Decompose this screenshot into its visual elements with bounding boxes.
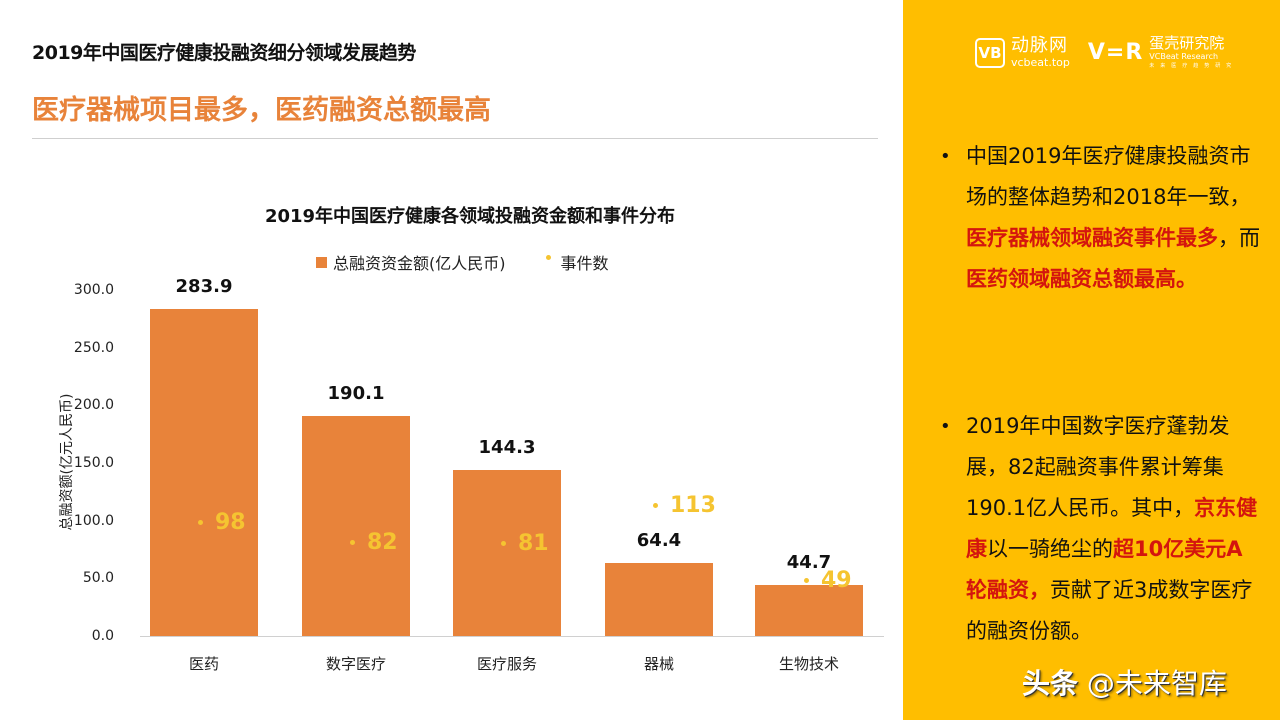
bullet-1-highlight-b: 医药领域融资总额最高。	[966, 267, 1197, 291]
bar-medical-services	[453, 470, 561, 636]
legend-bar-label: 总融资资金额(亿人民币)	[333, 254, 506, 273]
event-count-label: 98	[215, 510, 246, 535]
bar-value-label: 190.1	[327, 383, 385, 404]
header-divider	[32, 138, 878, 139]
legend-dot-icon	[545, 254, 551, 260]
bullet-point-1: • 中国2019年医疗健康投融资市场的整体趋势和2018年一致， 医疗器械领域融资…	[940, 136, 1260, 300]
vcbeat-research-logo-icon: V=R	[1087, 40, 1144, 65]
event-point: 81	[501, 531, 549, 556]
y-tick: 300.0	[73, 282, 114, 298]
chart-legend: 总融资资金额(亿人民币) 事件数	[316, 250, 609, 274]
watermark: 头条 @未来智库	[1022, 662, 1227, 702]
event-dot-icon	[501, 541, 506, 546]
bullet-2-highlight-b: 超10亿美元A轮融资，	[966, 537, 1243, 602]
x-tick: 医疗服务	[476, 655, 537, 673]
event-dot-icon	[198, 520, 203, 525]
watermark-handle: @未来智库	[1086, 667, 1227, 700]
legend-bar-swatch-icon	[316, 256, 327, 268]
event-dot-icon	[804, 578, 809, 583]
event-dot-icon	[653, 503, 658, 508]
event-count-label: 113	[670, 493, 716, 518]
y-tick: 200.0	[73, 397, 114, 413]
bar-digital-health	[302, 416, 410, 636]
bullet-2-text-c: 贡献了近3成数字医疗的融资份额。	[966, 578, 1253, 643]
legend-dot-label: 事件数	[560, 254, 609, 273]
x-axis-line	[140, 636, 884, 637]
page-subtitle: 医疗器械项目最多，医药融资总额最高	[32, 95, 491, 126]
page-title: 2019年中国医疗健康投融资细分领域发展趋势	[32, 42, 416, 64]
bullet-1-text-a: 中国2019年医疗健康投融资市场的整体趋势和2018年一致，	[966, 144, 1251, 209]
bullet-icon: •	[940, 416, 951, 437]
bullet-icon: •	[940, 146, 951, 167]
vcbeat-research-en: VCBeat Research	[1149, 52, 1219, 61]
event-point: 113	[653, 493, 716, 518]
bar-value-label: 144.3	[478, 437, 536, 458]
bullet-point-2: • 2019年中国数字医疗蓬勃发展，82起融资事件累计筹集190.1亿人民币。其…	[940, 406, 1260, 652]
x-tick: 医药	[188, 655, 219, 673]
vcbeat-research-tagline: 未来医疗趋势研究	[1149, 63, 1238, 69]
chart-title: 2019年中国医疗健康各领域投融资金额和事件分布	[264, 206, 676, 227]
side-panel	[903, 0, 1280, 720]
bullet-1-text: 中国2019年医疗健康投融资市场的整体趋势和2018年一致， 医疗器械领域融资事件…	[966, 136, 1260, 300]
bullet-1-text-b: ，而	[1218, 226, 1260, 250]
bar-value-label: 44.7	[786, 552, 832, 573]
bar-biotech	[755, 585, 863, 636]
bar-value-label: 283.9	[175, 276, 233, 297]
y-tick: 150.0	[73, 455, 114, 471]
y-tick: 0.0	[91, 628, 114, 644]
event-point: 98	[198, 510, 246, 535]
brand-logos: VB 动脉网 vcbeat.top V=R 蛋壳研究院 VCBeat Resea…	[975, 36, 1237, 69]
y-tick: 50.0	[82, 570, 114, 586]
vcbeat-research-cn: 蛋壳研究院	[1149, 34, 1225, 52]
event-count-label: 81	[518, 531, 549, 556]
bar-devices	[605, 563, 713, 636]
event-point: 82	[350, 530, 398, 555]
vcbeat-logo-url: vcbeat.top	[1011, 56, 1070, 69]
bar-pharma	[150, 309, 258, 636]
event-count-label: 82	[367, 530, 398, 555]
x-tick: 生物技术	[778, 655, 839, 673]
bullet-2-text-a: 2019年中国数字医疗蓬勃发展，82起融资事件累计筹集190.1亿人民币。其中，	[966, 414, 1230, 520]
bullet-1-highlight-a: 医疗器械领域融资事件最多	[966, 226, 1218, 250]
bullet-2-highlight-a: 京东健康	[966, 496, 1258, 561]
event-point: 49	[804, 568, 852, 593]
bar-value-label: 64.4	[636, 530, 682, 551]
y-tick: 100.0	[73, 513, 114, 529]
x-tick: 数字医疗	[325, 655, 386, 673]
x-tick: 器械	[643, 655, 674, 673]
vcbeat-logo-icon: VB	[975, 37, 1005, 68]
bullet-2-text: 2019年中国数字医疗蓬勃发展，82起融资事件累计筹集190.1亿人民币。其中，…	[966, 406, 1260, 652]
y-tick: 250.0	[73, 340, 114, 356]
event-count-label: 49	[821, 568, 852, 593]
vcbeat-logo-cn: 动脉网	[1011, 35, 1068, 56]
event-dot-icon	[350, 540, 355, 545]
watermark-brand: 头条	[1022, 667, 1079, 700]
bullet-2-text-b: 以一骑绝尘的	[987, 537, 1113, 561]
